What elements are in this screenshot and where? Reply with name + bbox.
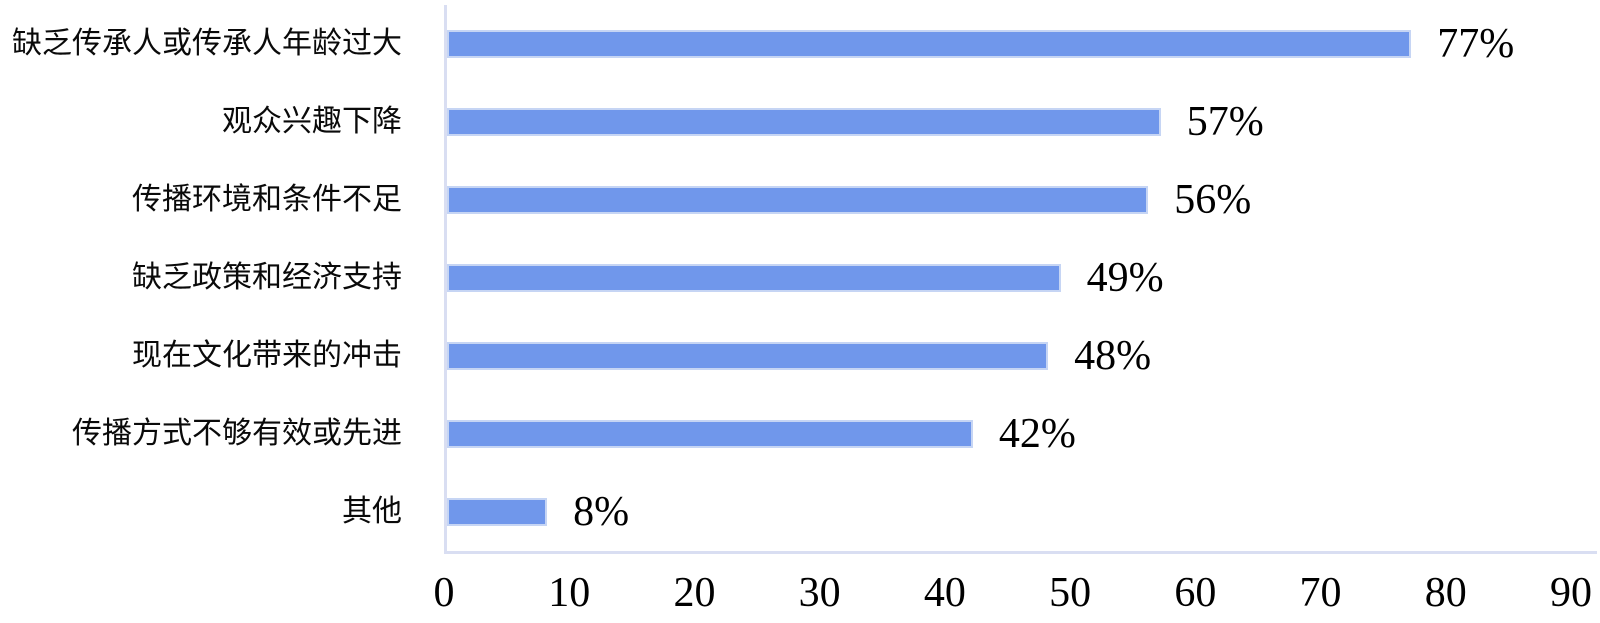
bar xyxy=(447,342,1049,370)
x-tick-label: 30 xyxy=(798,570,841,616)
category-label: 其他 xyxy=(342,495,402,528)
value-label: 57% xyxy=(1186,99,1264,145)
x-tick-label: 60 xyxy=(1174,570,1217,616)
bar xyxy=(447,264,1061,292)
x-tick-label: 70 xyxy=(1299,570,1342,616)
bar-row: 缺乏传承人或传承人年龄过大 77% xyxy=(0,5,1571,83)
x-tick-label: 90 xyxy=(1550,570,1592,616)
bar-row: 观众兴趣下降 57% xyxy=(0,83,1571,161)
value-label: 49% xyxy=(1086,255,1164,301)
x-tick-label: 80 xyxy=(1424,570,1467,616)
bar xyxy=(447,186,1149,214)
value-label: 77% xyxy=(1437,21,1515,67)
x-tick-label: 50 xyxy=(1049,570,1092,616)
x-axis-line xyxy=(444,551,1597,554)
x-tick-label: 0 xyxy=(433,570,455,616)
value-label: 8% xyxy=(573,489,630,535)
bar-track: 48% xyxy=(444,317,1571,395)
category-label: 缺乏政策和经济支持 xyxy=(132,261,402,294)
bar-row: 传播环境和条件不足 56% xyxy=(0,161,1571,239)
category-label: 缺乏传承人或传承人年龄过大 xyxy=(12,27,402,60)
category-label: 传播环境和条件不足 xyxy=(132,183,402,216)
y-axis-line xyxy=(444,5,447,554)
bar-rows-container: 缺乏传承人或传承人年龄过大 77% 观众兴趣下降 57% 传播环境和条件不足 56% 缺乏政… xyxy=(0,5,1571,551)
value-label: 48% xyxy=(1074,333,1152,379)
x-tick-label: 40 xyxy=(923,570,966,616)
x-tick-label: 10 xyxy=(548,570,591,616)
bar-row: 缺乏政策和经济支持 49% xyxy=(0,239,1571,317)
bar xyxy=(447,30,1412,58)
value-label: 42% xyxy=(998,411,1076,457)
bar-track: 42% xyxy=(444,395,1571,473)
bar-track: 77% xyxy=(444,5,1571,83)
value-label: 56% xyxy=(1174,177,1252,223)
bar-row: 现在文化带来的冲击 48% xyxy=(0,317,1571,395)
x-axis-tick-labels: 0 10 20 30 40 50 60 70 80 90 xyxy=(434,570,1593,620)
bar-row: 传播方式不够有效或先进 42% xyxy=(0,395,1571,473)
category-label: 现在文化带来的冲击 xyxy=(132,339,402,372)
bar-track: 8% xyxy=(444,473,1571,551)
category-label: 传播方式不够有效或先进 xyxy=(72,417,402,450)
bar-track: 56% xyxy=(444,161,1571,239)
bar xyxy=(447,108,1161,136)
x-tick-label: 20 xyxy=(673,570,716,616)
category-label: 观众兴趣下降 xyxy=(222,105,402,138)
bar-track: 57% xyxy=(444,83,1571,161)
bar-track: 49% xyxy=(444,239,1571,317)
bar xyxy=(447,498,548,526)
bar-row: 其他 8% xyxy=(0,473,1571,551)
bar xyxy=(447,420,973,448)
